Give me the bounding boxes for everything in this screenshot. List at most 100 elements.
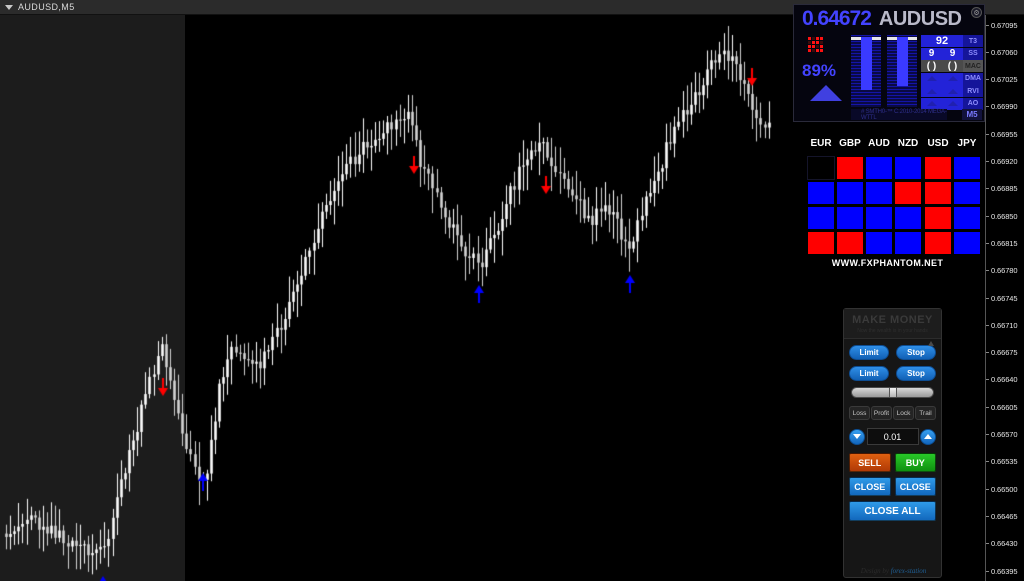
tick-label: 0.66780: [991, 266, 1018, 276]
currency-cell-down: [894, 181, 922, 205]
indicator-values: [921, 85, 963, 97]
dot-matrix-cell: [808, 41, 811, 44]
currency-cell-down: [924, 231, 952, 255]
slider-handle[interactable]: [889, 388, 898, 397]
current-price: 0.64672: [802, 7, 872, 30]
dot-matrix-cell: [808, 45, 811, 48]
currency-cell-up: [865, 206, 893, 230]
limit-button-1[interactable]: Limit: [849, 345, 889, 360]
currency-strength-matrix: EUR GBP AUD NZD USD JPY WWW.FXPHANTOM.NET: [795, 138, 981, 273]
currency-cell-down: [924, 206, 952, 230]
dot-matrix-cell: [816, 49, 819, 52]
tick-label: 0.67095: [991, 20, 1018, 30]
close-buy-button[interactable]: CLOSE: [894, 477, 936, 496]
website-url: WWW.FXPHANTOM.NET: [831, 258, 944, 268]
tick-dash: [986, 161, 989, 162]
tab-loss[interactable]: Loss: [849, 406, 870, 420]
trade-panel: MAKE MONEY Now the wealth is in your han…: [843, 308, 942, 578]
price-tick: 0.66395: [986, 566, 1024, 576]
tick-label: 0.66815: [991, 238, 1018, 248]
currency-cell-up: [894, 231, 922, 255]
dot-matrix-cell: [812, 49, 815, 52]
lot-size-value[interactable]: 0.01: [866, 428, 919, 445]
dot-matrix-cell: [808, 49, 811, 52]
quote-panel-body: 89% 92 T3 9 9 SS( )( ) MAC DMA RVI AO # SMTH0-™ …: [794, 33, 986, 123]
indicator-value-left: ( ): [926, 60, 937, 72]
price-axis[interactable]: 0.67095 0.67060 0.67025 0.66990 0.66955 0.669…: [985, 15, 1024, 581]
arrow-up-icon: [926, 76, 937, 81]
close-all-button[interactable]: CLOSE ALL: [849, 501, 936, 521]
indicator-values: 92: [921, 35, 963, 47]
tick-label: 0.67060: [991, 47, 1018, 57]
tick-label: 0.66885: [991, 184, 1018, 194]
price-tick: 0.66430: [986, 539, 1024, 549]
limit-button-2[interactable]: Limit: [849, 366, 889, 381]
tick-dash: [986, 133, 989, 135]
dot-matrix-cell: [812, 37, 815, 40]
currency-cell-up: [894, 156, 922, 180]
currency-headers: EUR GBP AUD NZD USD JPY: [795, 138, 980, 154]
currency-cell-up: [807, 206, 835, 230]
price-tick: 0.66885: [986, 184, 1024, 194]
settings-icon[interactable]: ⚙: [971, 7, 982, 18]
triangle-up-icon: [924, 434, 932, 439]
stop-button-1[interactable]: Stop: [896, 345, 936, 360]
tick-dash: [986, 324, 989, 326]
tick-dash: [986, 188, 989, 190]
dot-matrix-cell: [816, 37, 819, 40]
tick-dash: [986, 79, 989, 81]
close-sell-button[interactable]: CLOSE: [849, 477, 891, 496]
currency-cell-up: [836, 181, 864, 205]
dot-matrix-cell: [816, 45, 819, 48]
currency-cell-up: [953, 231, 981, 255]
tab-profit[interactable]: Profit: [871, 406, 892, 420]
currency-cell-down: [836, 231, 864, 255]
lot-decrease-button[interactable]: [849, 428, 865, 445]
trade-panel-footer: Design by forex-station: [844, 567, 943, 575]
price-tick: 0.67095: [986, 20, 1024, 30]
price-tick: 0.66780: [986, 266, 1024, 276]
indicator-row: 92 T3: [921, 35, 983, 47]
tick-dash: [986, 24, 989, 26]
chart-title: AUDUSD,M5: [18, 2, 75, 12]
currency-cell-up: [865, 231, 893, 255]
stop-button-2[interactable]: Stop: [896, 366, 936, 381]
protection-tabs: Loss Profit Lock Trail: [849, 406, 936, 420]
tick-label: 0.66395: [991, 566, 1018, 576]
currency-cell-down: [836, 156, 864, 180]
value-slider[interactable]: [851, 387, 934, 398]
tick-label: 0.66710: [991, 320, 1018, 330]
tick-dash: [986, 488, 989, 490]
currency-header-aud: AUD: [868, 138, 890, 149]
collapse-triangle-icon[interactable]: [928, 341, 934, 346]
triangle-down-icon[interactable]: [5, 4, 13, 10]
window-titlebar: AUDUSD,M5: [0, 0, 1024, 15]
tab-lock[interactable]: Lock: [893, 406, 914, 420]
price-tick: 0.67060: [986, 47, 1024, 57]
trade-panel-header: MAKE MONEY Now the wealth is in your han…: [844, 309, 941, 339]
footer-accent: forex-station: [890, 567, 927, 575]
indicator-row: ( ) ( ) MAC: [921, 60, 983, 72]
tick-dash: [986, 515, 989, 517]
tick-dash: [986, 215, 989, 217]
tick-label: 0.66955: [991, 129, 1018, 139]
lot-increase-button[interactable]: [920, 428, 936, 445]
dot-matrix-cell: [820, 37, 823, 40]
indicator-row: DMA: [921, 72, 983, 85]
close-row: CLOSE CLOSE: [849, 477, 936, 496]
tick-dash: [986, 352, 989, 354]
tick-dash: [986, 106, 989, 108]
tick-label: 0.66640: [991, 375, 1018, 385]
indicator-grid: 92 T3 9 9 SS( )( ) MAC DMA RVI AO: [921, 35, 983, 123]
sell-button[interactable]: SELL: [849, 453, 891, 472]
buy-button[interactable]: BUY: [894, 453, 936, 472]
currency-cell-up: [836, 206, 864, 230]
tab-trail[interactable]: Trail: [915, 406, 936, 420]
tick-label: 0.66430: [991, 539, 1018, 549]
indicator-row: AO: [921, 97, 983, 110]
sell-buy-row: SELL BUY: [849, 453, 936, 472]
gauge-bar: [861, 37, 872, 91]
tick-dash: [986, 434, 989, 435]
tick-label: 0.66850: [991, 211, 1018, 221]
